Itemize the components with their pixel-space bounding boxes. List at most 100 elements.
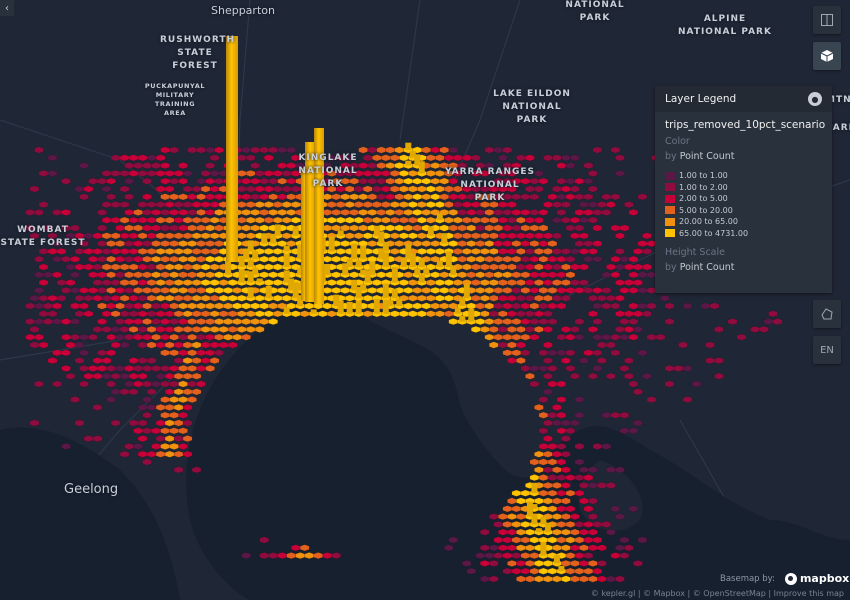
hex-cell[interactable] (160, 162, 170, 170)
hex-cell[interactable] (565, 177, 576, 185)
hex-cell[interactable] (367, 240, 377, 248)
hex-cell[interactable] (583, 255, 594, 263)
hex-cell[interactable] (169, 286, 179, 294)
hex-cell[interactable] (529, 474, 540, 482)
hex-cell[interactable] (556, 474, 567, 482)
hex-cell[interactable] (565, 567, 576, 575)
hex-cell[interactable] (678, 341, 688, 349)
hex-cell[interactable] (502, 271, 513, 279)
hex-cell[interactable] (579, 232, 589, 240)
hex-cell[interactable] (187, 302, 197, 310)
hex-cell[interactable] (534, 216, 544, 224)
hex-cell[interactable] (484, 224, 494, 232)
hex-cell[interactable] (88, 286, 98, 294)
hex-cell[interactable] (525, 575, 535, 583)
hex-cell[interactable] (264, 185, 274, 193)
hex-cell[interactable] (173, 310, 184, 318)
hex-cell[interactable] (520, 255, 531, 263)
hex-cell[interactable] (480, 169, 490, 177)
hex-cell[interactable] (268, 208, 278, 216)
hex-cell[interactable] (502, 567, 513, 575)
hex-column[interactable] (333, 294, 340, 306)
hex-cell[interactable] (412, 286, 422, 294)
hex-cell[interactable] (511, 567, 522, 575)
hex-cell[interactable] (209, 216, 220, 224)
hex-cell[interactable] (529, 224, 540, 232)
hex-cell[interactable] (444, 294, 454, 302)
hex-cell[interactable] (534, 559, 544, 567)
hex-cell[interactable] (529, 302, 540, 310)
hex-cell[interactable] (101, 201, 112, 209)
hex-cell[interactable] (448, 177, 458, 185)
hex-cell[interactable] (209, 154, 220, 162)
tall-bar-3[interactable] (305, 142, 316, 302)
hex-cell[interactable] (574, 286, 585, 294)
hex-cell[interactable] (182, 185, 193, 193)
hex-cell[interactable] (178, 442, 188, 450)
hex-cell[interactable] (169, 224, 179, 232)
hex-cell[interactable] (282, 216, 292, 224)
hex-cell[interactable] (115, 318, 125, 326)
hex-cell[interactable] (520, 489, 531, 497)
hex-cell[interactable] (146, 216, 157, 224)
hex-cell[interactable] (79, 286, 89, 294)
hex-cell[interactable] (133, 208, 143, 216)
hex-cell[interactable] (471, 325, 481, 333)
hex-cell[interactable] (480, 528, 490, 536)
hex-column[interactable] (414, 268, 421, 275)
hex-cell[interactable] (164, 279, 175, 287)
hex-cell[interactable] (552, 544, 562, 552)
hex-cell[interactable] (475, 240, 485, 248)
hex-cell[interactable] (110, 216, 121, 224)
hex-cell[interactable] (574, 177, 585, 185)
hex-cell[interactable] (435, 247, 445, 255)
hex-cell[interactable] (56, 279, 67, 287)
hex-cell[interactable] (466, 302, 476, 310)
hex-cell[interactable] (597, 357, 607, 365)
hex-cell[interactable] (556, 162, 567, 170)
hex-cell[interactable] (556, 427, 567, 435)
hex-cell[interactable] (110, 154, 121, 162)
hex-cell[interactable] (340, 240, 350, 248)
hex-cell[interactable] (516, 294, 526, 302)
hex-cell[interactable] (417, 310, 427, 318)
hex-cell[interactable] (570, 325, 580, 333)
hex-cell[interactable] (556, 271, 567, 279)
hex-cell[interactable] (277, 193, 287, 201)
hex-cell[interactable] (236, 201, 247, 209)
hex-cell[interactable] (516, 247, 526, 255)
hex-cell[interactable] (385, 208, 395, 216)
hex-cell[interactable] (119, 263, 130, 271)
hex-cell[interactable] (529, 333, 540, 341)
hex-cell[interactable] (97, 318, 107, 326)
hex-column[interactable] (378, 248, 385, 260)
hex-cell[interactable] (169, 349, 179, 357)
hex-cell[interactable] (520, 520, 531, 528)
hex-cell[interactable] (556, 505, 567, 513)
hex-cell[interactable] (25, 318, 35, 326)
hex-cell[interactable] (498, 513, 508, 521)
hex-cell[interactable] (507, 513, 517, 521)
hex-column[interactable] (337, 300, 344, 314)
hex-cell[interactable] (412, 302, 422, 310)
hex-cell[interactable] (241, 146, 251, 154)
hex-cell[interactable] (232, 333, 242, 341)
hex-cell[interactable] (601, 333, 612, 341)
hex-cell[interactable] (498, 528, 508, 536)
hex-cell[interactable] (133, 318, 143, 326)
hex-cell[interactable] (291, 544, 301, 552)
hex-cell[interactable] (214, 193, 224, 201)
hex-cell[interactable] (273, 310, 283, 318)
hex-cell[interactable] (128, 216, 139, 224)
hex-cell[interactable] (250, 208, 260, 216)
hex-cell[interactable] (399, 154, 409, 162)
hex-cell[interactable] (615, 325, 625, 333)
hex-cell[interactable] (155, 310, 166, 318)
hex-cell[interactable] (615, 169, 625, 177)
hex-cell[interactable] (457, 255, 467, 263)
hex-cell[interactable] (475, 224, 485, 232)
hex-cell[interactable] (615, 232, 625, 240)
hex-cell[interactable] (462, 247, 472, 255)
hex-cell[interactable] (547, 474, 558, 482)
hex-cell[interactable] (182, 419, 193, 427)
